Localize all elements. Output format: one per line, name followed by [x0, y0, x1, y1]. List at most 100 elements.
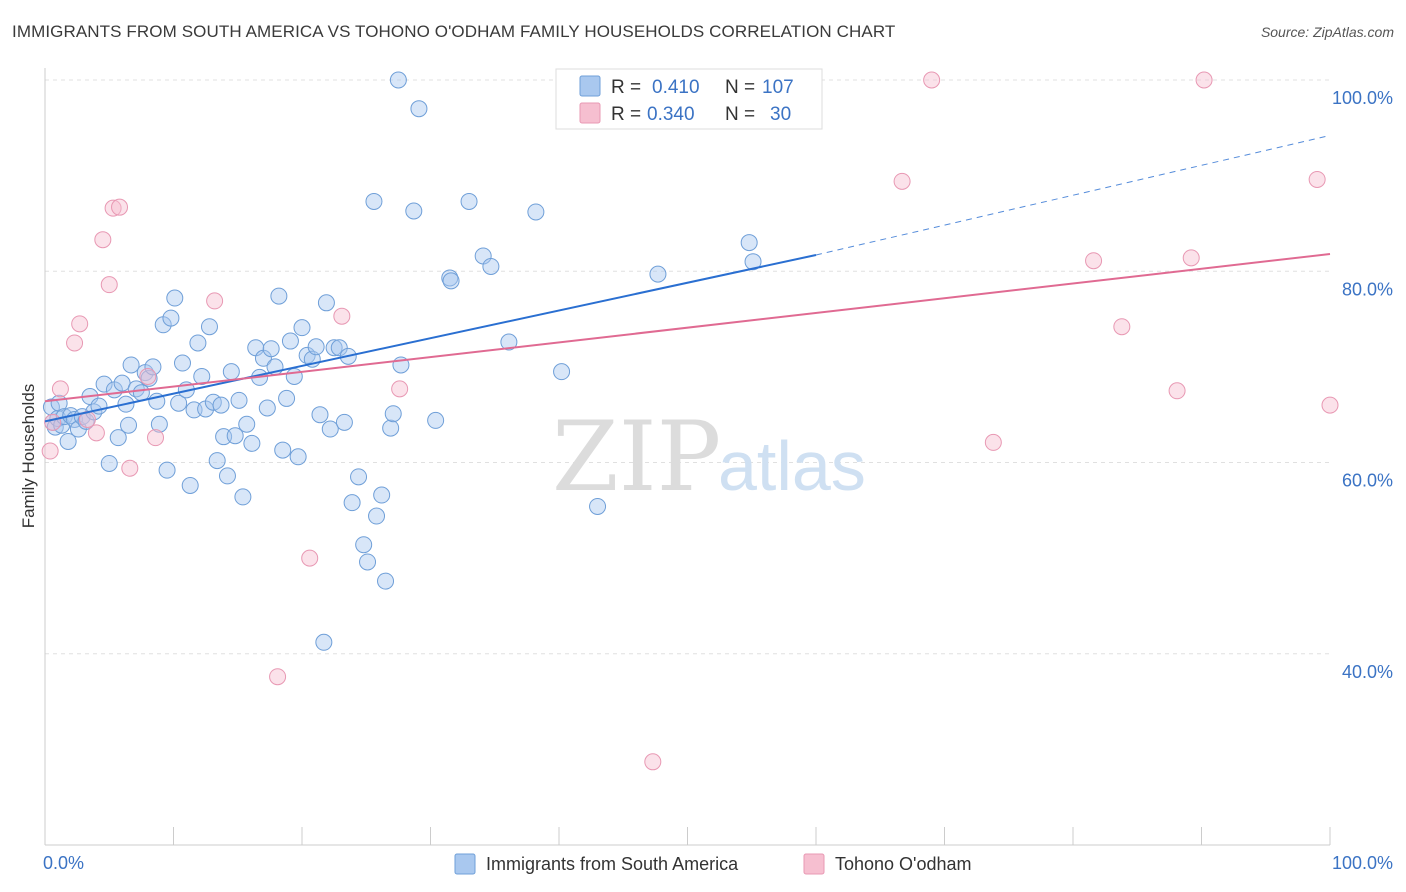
blue-point-32 [158, 461, 176, 479]
blue-point-88 [384, 405, 402, 423]
pink-point-20 [893, 172, 911, 190]
pink-point-19 [644, 753, 662, 771]
blue-point-94 [442, 272, 460, 290]
pink-point-9 [104, 199, 122, 217]
stats-r-value-blue: 0.410 [652, 77, 700, 98]
legend-swatch-pink [803, 853, 825, 875]
stats-n-label-blue: N = [725, 77, 755, 98]
blue-point-59 [262, 340, 280, 358]
series-pink-points [41, 71, 1339, 771]
pink-point-0 [41, 442, 59, 460]
legend-swatch-blue [454, 853, 476, 875]
blue-point-52 [234, 488, 252, 506]
blue-point-67 [293, 319, 311, 337]
blue-point-100 [553, 363, 571, 381]
blue-point-102 [649, 265, 667, 283]
blue-point-62 [274, 441, 292, 459]
pink-point-29 [1321, 396, 1339, 414]
stats-r-value-pink: 0.340 [647, 104, 695, 125]
blue-point-54 [243, 434, 261, 452]
y-tick-label-0: 40.0% [1342, 662, 1393, 682]
pink-point-26 [1182, 249, 1200, 267]
blue-point-75 [325, 339, 343, 357]
stats-swatch-blue [579, 75, 601, 97]
y-tick-label-2: 80.0% [1342, 279, 1393, 299]
pink-point-14 [206, 292, 224, 310]
blue-point-79 [343, 494, 361, 512]
blue-point-17 [100, 454, 118, 472]
blue-point-80 [350, 468, 368, 486]
trendlines [44, 134, 1331, 423]
blue-point-49 [222, 363, 240, 381]
pink-point-17 [333, 307, 351, 325]
y-tick-label-1: 60.0% [1342, 471, 1393, 491]
blue-point-58 [258, 399, 276, 417]
watermark-zip: ZIP [552, 401, 721, 513]
pink-point-2 [51, 380, 69, 398]
blue-point-61 [270, 287, 288, 305]
trendline-blue-extension [815, 134, 1331, 256]
stats-r-label-blue: R = [611, 77, 641, 98]
pink-point-7 [94, 231, 112, 249]
watermark: ZIP atlas [552, 401, 866, 513]
watermark-atlas: atlas [718, 427, 866, 505]
blue-point-36 [173, 354, 191, 372]
blue-point-103 [740, 234, 758, 252]
pink-point-12 [139, 367, 157, 385]
blue-point-22 [120, 416, 138, 434]
blue-point-97 [482, 257, 500, 275]
blue-point-74 [321, 420, 339, 438]
blue-point-98 [500, 333, 518, 351]
pink-point-21 [923, 71, 941, 89]
blue-point-91 [410, 100, 428, 118]
blue-point-50 [226, 427, 244, 445]
blue-point-104 [744, 253, 762, 271]
stats-r-label-pink: R = [611, 104, 641, 125]
trendline-pink [44, 253, 1331, 403]
blue-point-105 [389, 71, 407, 89]
blue-point-66 [289, 448, 307, 466]
blue-point-81 [355, 536, 373, 554]
blue-point-70 [307, 338, 325, 356]
blue-point-20 [113, 374, 131, 392]
x-tick-label-1: 100.0% [1332, 853, 1393, 873]
blue-point-23 [122, 356, 140, 374]
blue-point-99 [527, 203, 545, 221]
blue-point-19 [109, 429, 127, 447]
blue-point-48 [218, 467, 236, 485]
pink-point-15 [269, 668, 287, 686]
blue-point-86 [377, 572, 395, 590]
pink-point-16 [301, 549, 319, 567]
pink-point-27 [1195, 71, 1213, 89]
blue-point-34 [166, 289, 184, 307]
series-blue-points [42, 71, 819, 651]
blue-point-43 [200, 318, 218, 336]
blue-point-83 [365, 192, 383, 210]
blue-point-65 [285, 367, 303, 385]
blue-point-85 [373, 486, 391, 504]
pink-point-4 [71, 315, 89, 333]
blue-point-72 [315, 633, 333, 651]
blue-point-51 [230, 391, 248, 409]
blue-point-46 [212, 396, 230, 414]
blue-point-38 [181, 476, 199, 494]
tick-labels: 40.0% 60.0% 80.0% 100.0% 0.0% 100.0% [43, 88, 1393, 873]
stats-legend: R = 0.410 N = 107 R = 0.340 N = 30 [555, 68, 823, 130]
blue-point-84 [368, 507, 386, 525]
pink-point-22 [984, 433, 1002, 451]
pink-point-13 [147, 429, 165, 447]
pink-point-28 [1308, 170, 1326, 188]
blue-point-30 [150, 415, 168, 433]
blue-point-33 [162, 309, 180, 327]
pink-point-8 [100, 276, 118, 294]
pink-point-1 [44, 413, 62, 431]
y-axis-title: Family Households [19, 384, 38, 529]
blue-point-28 [144, 358, 162, 376]
blue-point-53 [238, 415, 256, 433]
blue-point-40 [189, 334, 207, 352]
source-label: Source: ZipAtlas.com [1260, 24, 1394, 40]
blue-point-63 [278, 389, 296, 407]
stats-swatch-pink [579, 102, 601, 124]
blue-point-16 [95, 375, 113, 393]
